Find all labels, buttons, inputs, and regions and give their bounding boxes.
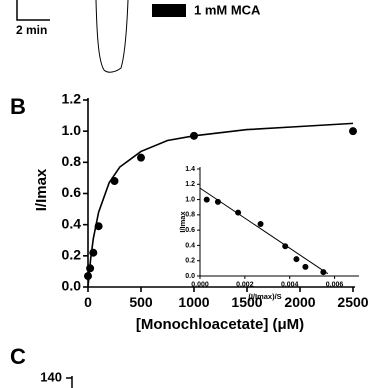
x-tick-label: 2000	[284, 294, 315, 310]
scale-bar	[16, 0, 50, 21]
axis	[66, 376, 73, 388]
y-tick-label: 1.4	[185, 166, 195, 173]
data-point	[293, 256, 300, 263]
y-tick-label: 0.8	[185, 212, 195, 219]
y-tick-label: 0.8	[62, 153, 82, 169]
x-tick-label: 0.006	[326, 281, 344, 288]
y-axis-label: I/Imax	[33, 168, 50, 211]
y-axis-label: I/Imax	[178, 211, 187, 233]
y-tick-label: 0.2	[62, 247, 82, 263]
y-tick-label: 1.2	[62, 91, 82, 107]
data-point	[302, 263, 309, 270]
x-tick-label: 1000	[178, 294, 209, 310]
x-tick-label: 0.004	[281, 281, 299, 288]
data-point	[203, 196, 210, 203]
x-tick-label: 500	[129, 294, 153, 310]
y-tick-label: 140	[40, 369, 62, 384]
panel-label: B	[10, 94, 26, 119]
y-tick-label: 1.0	[62, 122, 82, 138]
x-tick-label: 1500	[231, 294, 262, 310]
y-tick-label: 0.0	[62, 278, 82, 294]
y-tick-label: 0.6	[62, 184, 82, 200]
y-tick-label: 1.0	[185, 196, 195, 203]
data-point	[214, 198, 221, 205]
data-point	[137, 153, 145, 162]
x-axis-label: [Monochloacetate] (μM)	[136, 316, 304, 333]
y-tick-label: 0.4	[185, 242, 195, 249]
current-trace	[95, 0, 129, 73]
x-tick-label: 0.002	[236, 281, 254, 288]
panel-label: C	[10, 344, 26, 369]
x-tick-label: 0.000	[191, 281, 209, 288]
data-point	[257, 221, 264, 228]
y-tick-label: 0.6	[185, 227, 195, 234]
data-point	[320, 269, 327, 276]
fit-line	[87, 122, 354, 288]
x-tick-label: 2500	[337, 294, 368, 310]
x-tick-label: 0	[84, 294, 92, 310]
y-tick-label: 1.2	[185, 181, 195, 188]
fit-line	[199, 187, 329, 275]
x-axis-label: (I/Imax)/S	[248, 292, 281, 301]
y-tick-label: 0.2	[185, 258, 195, 265]
y-tick-label: 0.0	[185, 273, 195, 280]
y-tick-label: 0.4	[62, 215, 82, 231]
data-point	[349, 127, 357, 136]
scale-bar-label: 2 min	[16, 23, 47, 37]
legend-swatch	[152, 4, 186, 17]
legend-label: 1 mM MCA	[194, 2, 261, 17]
